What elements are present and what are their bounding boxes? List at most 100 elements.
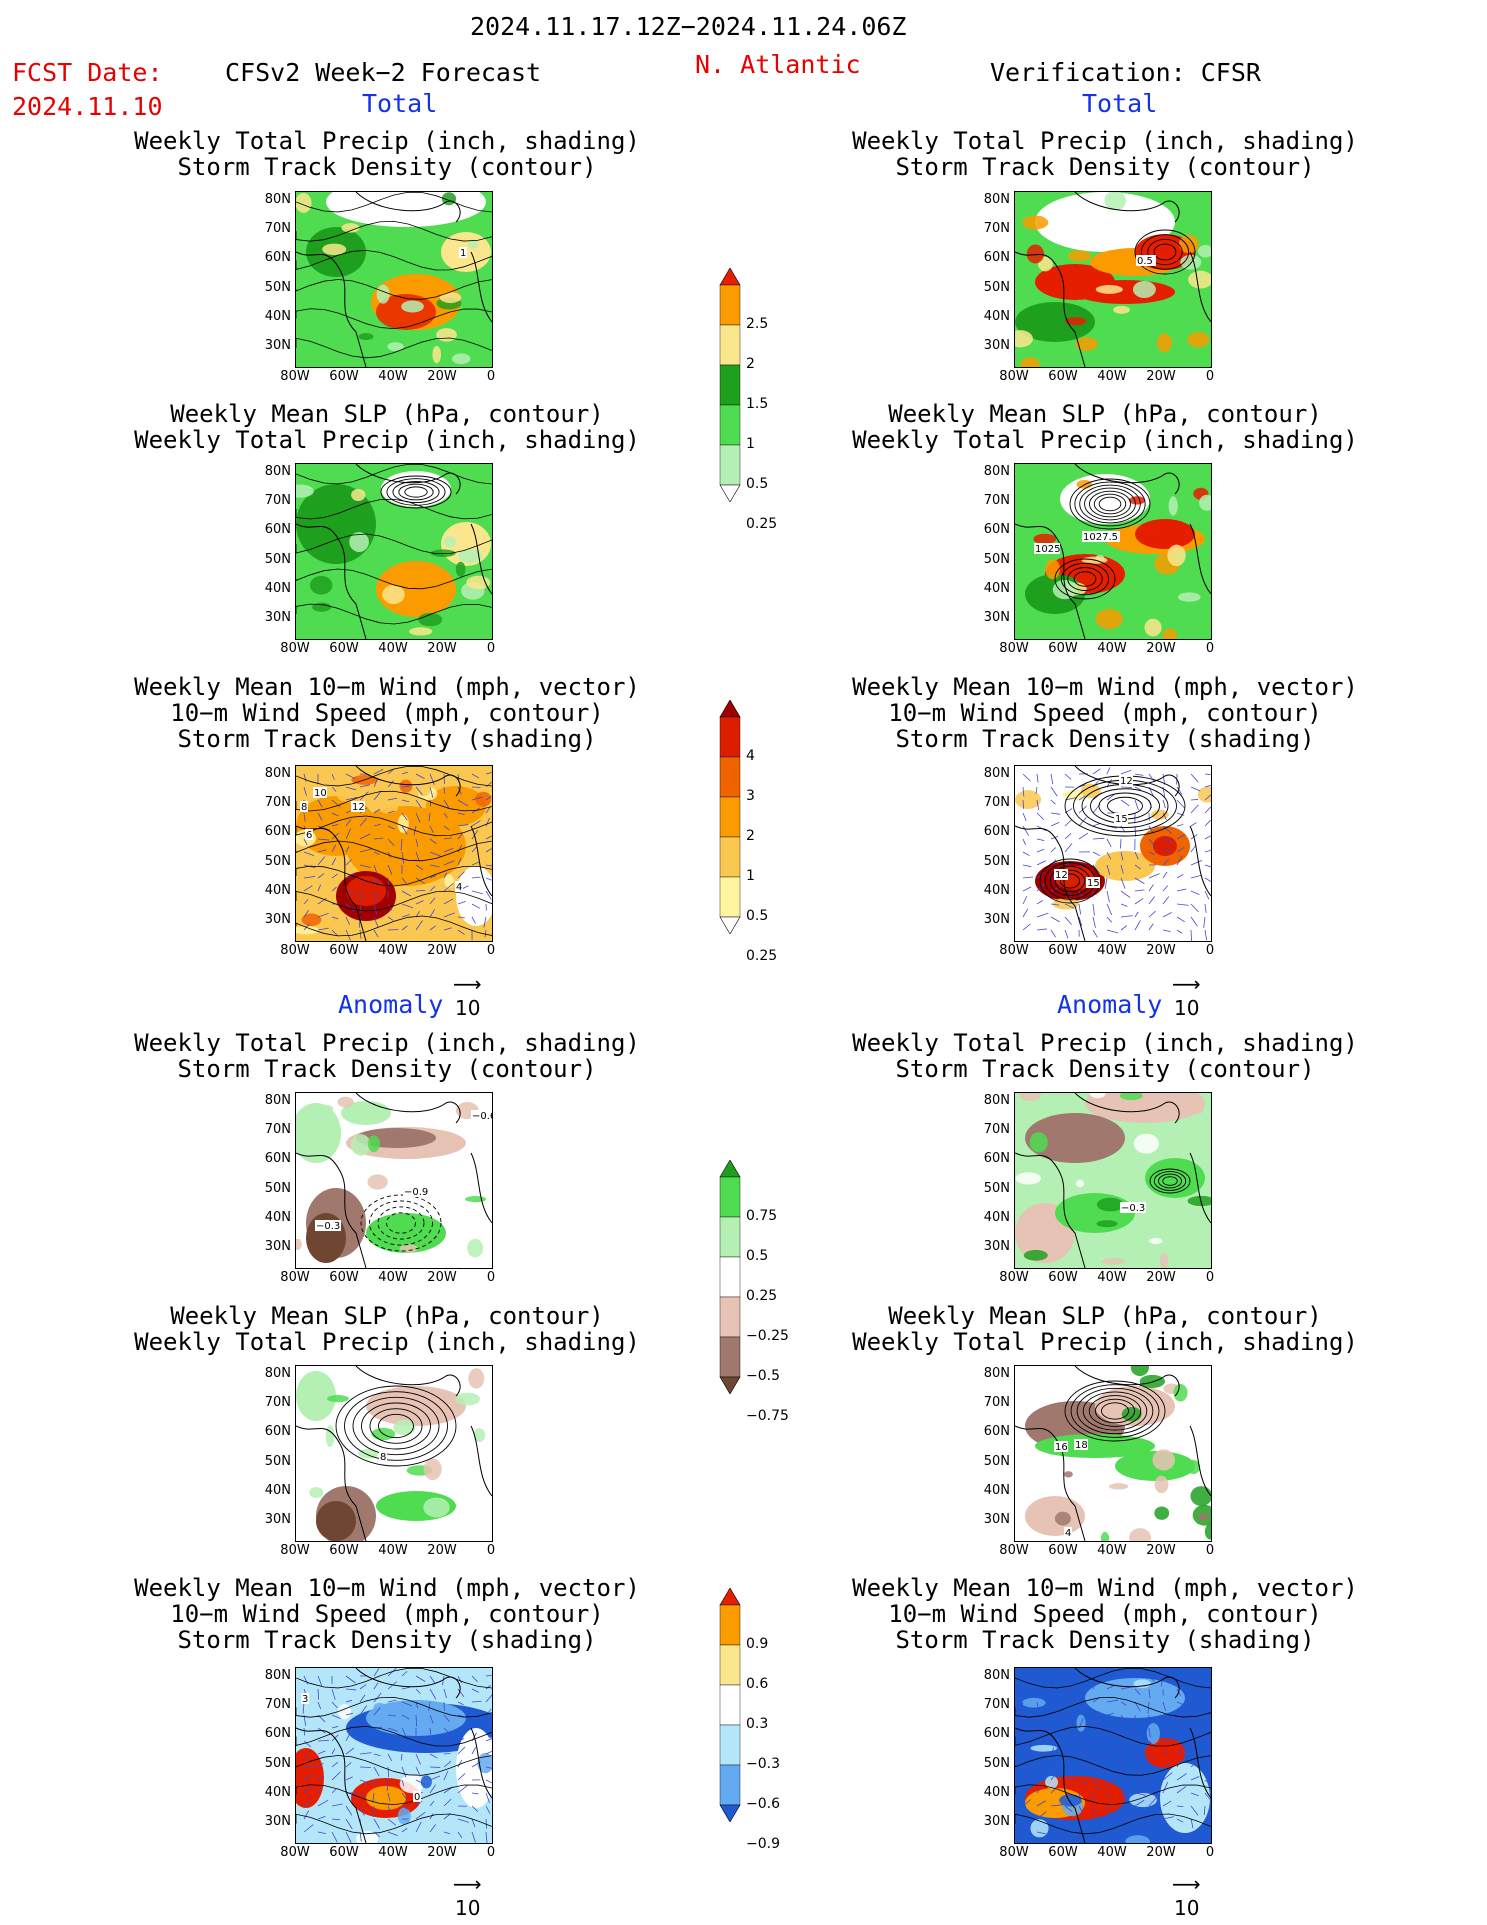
colorbar-tick-label: −0.25 (746, 1328, 789, 1344)
shading-patch (420, 1775, 432, 1789)
wind-vector (359, 1805, 365, 1816)
wind-vector (331, 929, 339, 937)
wind-vector (1120, 838, 1122, 849)
wind-vector (457, 900, 466, 905)
lon-tick-label: 80W (999, 1845, 1029, 1860)
wind-vector (415, 877, 426, 885)
lat-tick-label: 60N (264, 522, 291, 538)
lon-tick-label: 0 (486, 369, 496, 384)
lon-tick-label: 80W (280, 369, 310, 384)
contour-line (1015, 1668, 1211, 1689)
lon-tick-label: 40W (1097, 1270, 1127, 1285)
wind-vector (1204, 877, 1211, 883)
wind-vector (331, 1831, 338, 1843)
wind-vector (373, 1707, 381, 1716)
wind-vector (1190, 1805, 1199, 1816)
wind-vector (359, 848, 372, 853)
lat-tick-label: 80N (264, 1668, 291, 1683)
shading-patch (479, 1737, 492, 1751)
wind-vector (1134, 1688, 1141, 1696)
lat-tick-label: 30N (983, 912, 1010, 927)
wind-vector (1064, 916, 1072, 925)
wind-vector (1204, 1673, 1211, 1677)
lon-tick-label: 80W (280, 1270, 310, 1285)
colorbar-segment (719, 284, 741, 326)
colorbar-tick-label: 0.5 (746, 1248, 769, 1264)
wind-vector (345, 1747, 355, 1755)
lon-tick-label: 40W (1097, 943, 1127, 958)
shading-patch (315, 1104, 334, 1113)
wind-vector (1176, 1701, 1184, 1705)
wind-vector (1078, 890, 1084, 898)
colorbar-tick-label: 0.5 (746, 908, 769, 924)
shading-patch (468, 1368, 485, 1389)
wind-vector (373, 1668, 380, 1677)
title-fc-anom-precip: Weekly Total Precip (inch, shading) Stor… (134, 1029, 640, 1083)
svg-text:4: 4 (456, 882, 462, 893)
wind-vector (1064, 819, 1073, 827)
wind-vector (1134, 920, 1141, 931)
lon-tick-label: 40W (1097, 1845, 1127, 1860)
wind-vector (443, 1771, 449, 1781)
wind-vector (1176, 873, 1184, 879)
lon-tick-label: 20W (427, 1543, 457, 1558)
wind-vector (317, 838, 330, 841)
wind-vector (1162, 825, 1172, 834)
contour-line (1094, 1398, 1136, 1424)
coastline (355, 766, 461, 797)
shading-patch (1151, 809, 1169, 820)
vector-ref-obs-total: ⟶ 10 (1172, 972, 1201, 1020)
wind-vector (1120, 890, 1131, 898)
wind-vector (1050, 773, 1054, 785)
wind-vector (443, 812, 448, 819)
wind-vector (1106, 1818, 1114, 1823)
wind-vector (1204, 929, 1208, 941)
svg-text:0.5: 0.5 (1137, 256, 1153, 267)
colorbar-segment (719, 364, 741, 406)
region-title: N. Atlantic (695, 50, 861, 79)
wind-vector (1078, 1693, 1084, 1703)
lat-tick-label: 30N (983, 1239, 1010, 1254)
wind-vector (429, 838, 437, 845)
colorbar-tick-label: 4 (746, 748, 755, 764)
lon-tick-label: 80W (999, 943, 1029, 958)
shading-patch (350, 1134, 371, 1156)
wind-vector (345, 903, 355, 913)
wind-vector (1106, 793, 1116, 801)
wind-vector (1050, 1818, 1059, 1821)
wind-vector (345, 786, 357, 791)
wind-vector (1036, 899, 1044, 905)
shading-patch (477, 1752, 492, 1774)
wind-vector (1162, 1763, 1172, 1768)
colorbar-segment (719, 1724, 741, 1766)
shading-patch (1089, 1093, 1106, 1099)
lat-tick-label: 80N (983, 1093, 1010, 1108)
wind-vector (1148, 1826, 1156, 1833)
wind-vector (429, 799, 432, 807)
vector-ref-obs-anom: ⟶ 10 (1172, 1872, 1201, 1920)
wind-vector (1036, 1740, 1044, 1743)
wind-vector (1203, 916, 1206, 928)
shading-patch (1029, 1132, 1048, 1153)
wind-vector (1106, 1830, 1117, 1833)
wind-vector (1148, 1675, 1155, 1682)
wind-vector (317, 1831, 327, 1835)
coastline (470, 1425, 492, 1497)
shading-patch (423, 1497, 450, 1518)
wind-vector (485, 1694, 492, 1703)
wind-vector (1036, 1760, 1044, 1768)
wind-vector (1120, 1792, 1129, 1802)
contour-line (1054, 558, 1116, 600)
wind-vector (373, 864, 378, 874)
shading-patch (382, 584, 405, 605)
contour-label: 0 (413, 1791, 421, 1803)
svg-text:3: 3 (302, 1694, 308, 1705)
colorbar-segment (719, 1684, 741, 1726)
wind-vector (471, 876, 481, 879)
wind-vector (471, 1700, 482, 1703)
vector-ref-fc-anom: ⟶ 10 (453, 1872, 482, 1920)
contour-label: 3 (301, 1693, 309, 1705)
wind-vector (1050, 812, 1061, 815)
wind-vector (1148, 773, 1155, 782)
wind-vector (1134, 1714, 1137, 1724)
